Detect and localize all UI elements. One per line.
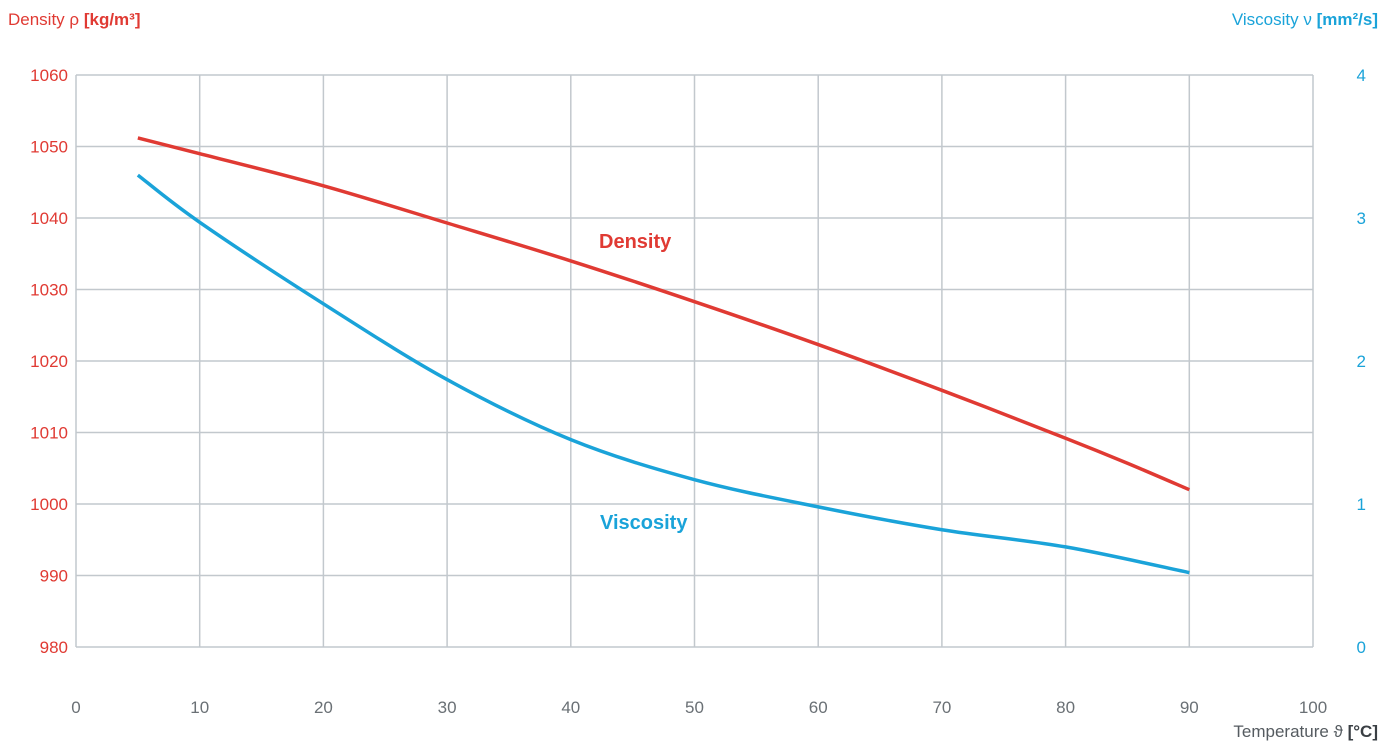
x-tick-label: 40 [561,698,580,717]
grid-layer [76,75,1313,647]
y-right-tick-label: 3 [1357,209,1366,228]
x-tick-label: 70 [932,698,951,717]
x-tick-label: 100 [1299,698,1327,717]
tick-layer: 0 10 20 30 40 50 60 70 80 90 100980990100010101020… [30,66,1366,717]
y-left-tick-label: 1060 [30,66,68,85]
x-tick-label: 20 [314,698,333,717]
x-tick-label: 90 [1180,698,1199,717]
y-left-tick-label: 980 [40,638,68,657]
y-left-tick-label: 990 [40,567,68,586]
x-tick-label: 60 [809,698,828,717]
series-label-viscosity: Viscosity [600,512,688,534]
y-left-tick-label: 1010 [30,424,68,443]
series-label-density: Density [599,231,672,253]
y-right-tick-label: 1 [1357,495,1366,514]
x-tick-label: 50 [685,698,704,717]
y-left-tick-label: 1050 [30,138,68,157]
y-right-tick-label: 2 [1357,352,1366,371]
y-right-tick-label: 0 [1357,638,1366,657]
x-tick-label: 10 [190,698,209,717]
y-left-tick-label: 1020 [30,352,68,371]
x-tick-label: 0 [71,698,80,717]
x-tick-label: 30 [438,698,457,717]
y-left-tick-label: 1040 [30,209,68,228]
label-layer: Density Viscosity [599,231,688,534]
x-tick-label: 80 [1056,698,1075,717]
series-layer [138,138,1189,573]
series-line-density [138,138,1189,490]
y-right-tick-label: 4 [1357,66,1366,85]
y-left-tick-label: 1030 [30,281,68,300]
y-left-tick-label: 1000 [30,495,68,514]
